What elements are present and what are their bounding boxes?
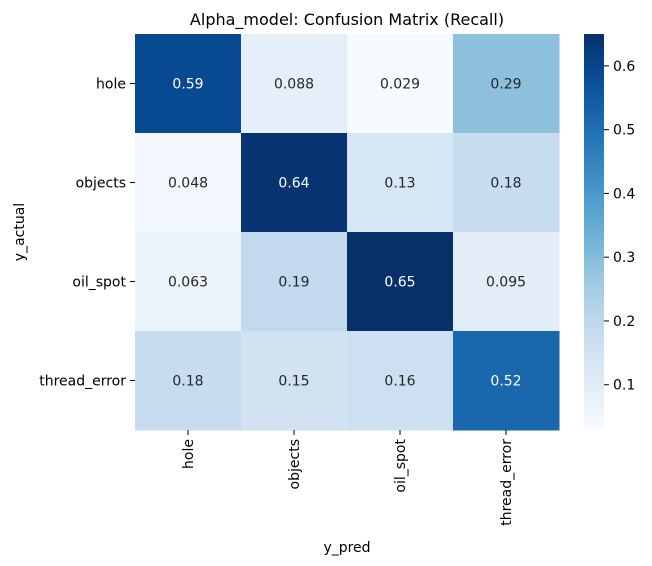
heatmap-cell: [347, 34, 454, 134]
heatmap-cell: [135, 232, 242, 332]
heatmap-cell: [241, 331, 348, 431]
y-tick-label: hole: [96, 77, 126, 93]
heatmap-cell: [135, 331, 242, 431]
colorbar-tick-label: 0.2: [613, 314, 635, 330]
heatmap-cell: [453, 34, 560, 134]
cell-value-label: 0.18: [490, 176, 521, 192]
heatmap-cell: [135, 34, 242, 134]
cell-value-label: 0.15: [278, 374, 309, 390]
y-tick-label: oil_spot: [72, 275, 126, 291]
cell-value-label: 0.19: [278, 275, 309, 291]
y-axis-label: y_actual: [12, 203, 28, 261]
heatmap-cell: [453, 232, 560, 332]
x-tick-label: hole: [181, 439, 197, 469]
heatmap-cells: 0.59 0.088 0.029 0.29 0.048 0.64 0.13 0.18 0.063…: [135, 34, 560, 431]
x-tick-label: thread_error: [499, 439, 515, 526]
heatmap-cell: [347, 331, 454, 431]
colorbar-tick-label: 0.5: [613, 123, 635, 139]
heatmap-cell: [347, 232, 454, 332]
x-tick-labels: hole objects oil_spot thread_error: [181, 430, 515, 526]
cell-value-label: 0.65: [384, 275, 415, 291]
colorbar-tick-label: 0.3: [613, 250, 635, 266]
y-tick-labels: hole objects oil_spot thread_error: [39, 77, 135, 390]
x-tick-label: objects: [287, 439, 303, 489]
cell-value-label: 0.18: [172, 374, 203, 390]
y-tick-label: thread_error: [39, 374, 126, 390]
heatmap-cell: [135, 133, 242, 233]
heatmap-cell: [241, 34, 348, 134]
x-tick-label: oil_spot: [393, 439, 409, 493]
cell-value-label: 0.029: [380, 77, 420, 93]
cell-value-label: 0.64: [278, 176, 309, 192]
cell-value-label: 0.16: [384, 374, 415, 390]
cell-value-label: 0.29: [490, 77, 521, 93]
cell-value-label: 0.095: [486, 275, 526, 291]
chart-title: Alpha_model: Confusion Matrix (Recall): [190, 10, 504, 30]
cell-value-label: 0.59: [172, 77, 203, 93]
x-axis-label: y_pred: [323, 540, 370, 556]
cell-value-label: 0.52: [490, 374, 521, 390]
y-tick-label: objects: [76, 176, 126, 192]
colorbar-tick-label: 0.6: [613, 59, 635, 75]
heatmap-cell: [241, 232, 348, 332]
colorbar-tick-label: 0.1: [613, 378, 635, 394]
cell-value-label: 0.13: [384, 176, 415, 192]
colorbar-tick-label: 0.4: [613, 186, 635, 202]
cell-value-label: 0.048: [168, 176, 208, 192]
heatmap-cell: [241, 133, 348, 233]
heatmap-cell: [453, 133, 560, 233]
colorbar: [584, 34, 604, 430]
heatmap-cell: [347, 133, 454, 233]
cell-value-label: 0.063: [168, 275, 208, 291]
heatmap-cell: [453, 331, 560, 431]
colorbar-ticks: 0.1 0.2 0.3 0.4 0.5 0.6: [604, 59, 635, 394]
cell-value-label: 0.088: [274, 77, 314, 93]
